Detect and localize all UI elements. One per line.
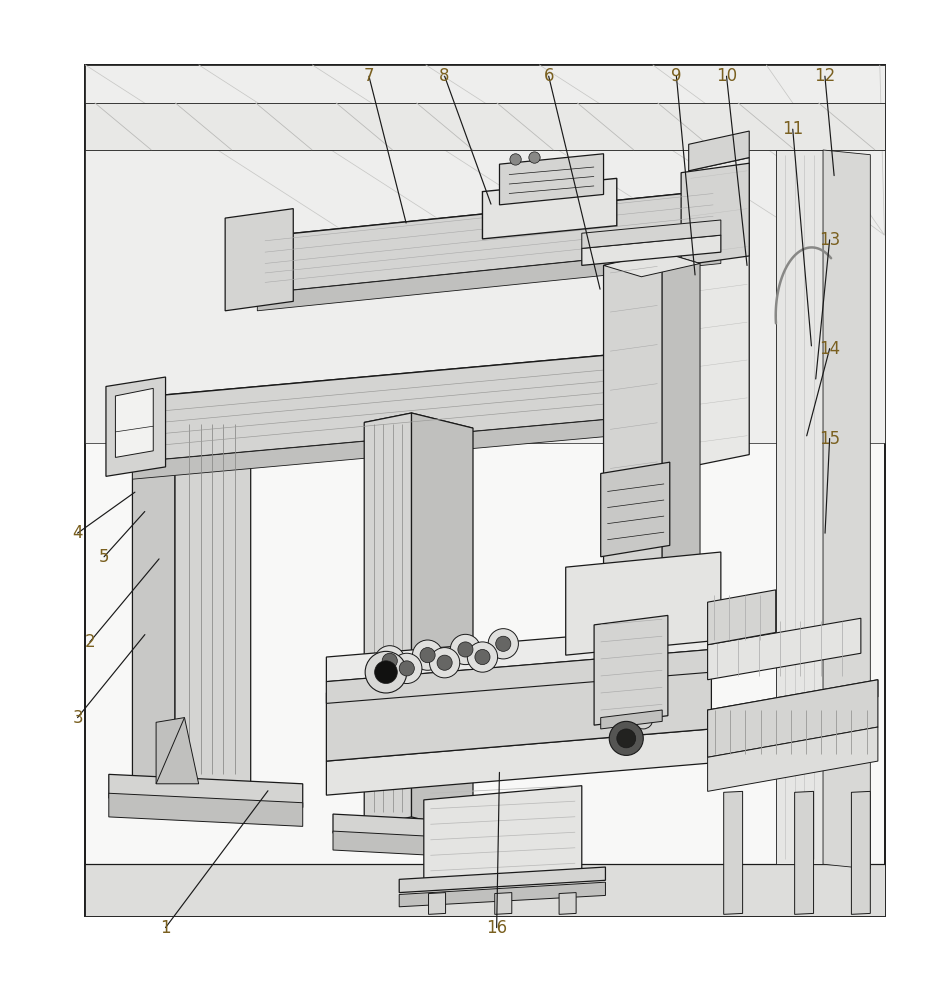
Circle shape <box>392 653 422 684</box>
Circle shape <box>510 154 521 165</box>
Polygon shape <box>412 413 473 833</box>
Polygon shape <box>681 163 749 265</box>
Circle shape <box>617 729 636 748</box>
Text: 10: 10 <box>716 67 737 85</box>
Text: 13: 13 <box>819 231 840 249</box>
Circle shape <box>475 649 490 665</box>
Circle shape <box>458 642 473 657</box>
Polygon shape <box>364 413 473 438</box>
Circle shape <box>429 648 460 678</box>
Polygon shape <box>724 791 743 914</box>
Polygon shape <box>708 590 776 645</box>
Circle shape <box>529 152 540 163</box>
Polygon shape <box>604 252 700 277</box>
Polygon shape <box>326 649 711 703</box>
Text: 12: 12 <box>815 67 835 85</box>
Circle shape <box>609 721 643 755</box>
Polygon shape <box>132 351 657 462</box>
Polygon shape <box>109 793 303 826</box>
Polygon shape <box>364 413 412 826</box>
Circle shape <box>382 653 397 668</box>
Circle shape <box>375 661 397 684</box>
Polygon shape <box>333 814 511 842</box>
Polygon shape <box>115 388 153 457</box>
Polygon shape <box>326 625 711 682</box>
Polygon shape <box>823 150 870 869</box>
Text: 5: 5 <box>98 548 110 566</box>
Polygon shape <box>326 729 711 795</box>
Circle shape <box>437 655 452 670</box>
Polygon shape <box>582 220 721 248</box>
Text: 1: 1 <box>160 919 171 937</box>
Circle shape <box>399 661 414 676</box>
Polygon shape <box>399 882 605 907</box>
Polygon shape <box>851 791 870 914</box>
Polygon shape <box>776 150 823 864</box>
Polygon shape <box>85 65 885 916</box>
Polygon shape <box>326 649 711 693</box>
Circle shape <box>375 646 405 676</box>
Polygon shape <box>85 864 885 916</box>
Polygon shape <box>708 680 878 727</box>
Polygon shape <box>257 190 721 294</box>
Polygon shape <box>499 154 604 205</box>
Text: 14: 14 <box>819 340 840 358</box>
Polygon shape <box>495 893 512 914</box>
Polygon shape <box>106 377 166 476</box>
Text: 4: 4 <box>72 524 83 542</box>
Circle shape <box>488 629 518 659</box>
Polygon shape <box>333 831 511 859</box>
Polygon shape <box>132 410 175 789</box>
Text: 15: 15 <box>819 430 840 448</box>
Polygon shape <box>399 867 605 893</box>
Circle shape <box>420 648 435 663</box>
Polygon shape <box>566 552 721 655</box>
Text: 9: 9 <box>671 67 682 85</box>
Circle shape <box>496 636 511 651</box>
Polygon shape <box>132 415 657 479</box>
Polygon shape <box>582 235 721 265</box>
Polygon shape <box>482 178 617 239</box>
Polygon shape <box>85 65 885 443</box>
Polygon shape <box>257 246 721 311</box>
Polygon shape <box>795 791 814 914</box>
Text: 7: 7 <box>363 67 375 85</box>
Polygon shape <box>601 462 670 557</box>
Text: 3: 3 <box>72 709 83 727</box>
Polygon shape <box>594 615 668 725</box>
Circle shape <box>365 651 407 693</box>
Polygon shape <box>662 252 700 647</box>
Polygon shape <box>429 893 446 914</box>
Polygon shape <box>708 680 878 757</box>
Text: 2: 2 <box>84 633 96 651</box>
Circle shape <box>412 640 443 670</box>
Circle shape <box>467 642 498 672</box>
Polygon shape <box>257 190 721 256</box>
Text: 16: 16 <box>486 919 507 937</box>
Polygon shape <box>424 786 582 888</box>
Polygon shape <box>689 158 749 467</box>
Polygon shape <box>132 410 251 429</box>
Polygon shape <box>326 661 711 761</box>
Polygon shape <box>708 727 878 791</box>
Polygon shape <box>156 718 199 784</box>
Polygon shape <box>225 209 293 311</box>
Polygon shape <box>601 710 662 729</box>
Polygon shape <box>175 410 251 789</box>
Text: 11: 11 <box>782 120 803 138</box>
Circle shape <box>450 634 481 665</box>
Polygon shape <box>689 131 749 171</box>
Polygon shape <box>604 252 662 647</box>
Polygon shape <box>109 774 303 807</box>
Text: 8: 8 <box>439 67 450 85</box>
Polygon shape <box>85 103 885 150</box>
Polygon shape <box>132 351 657 420</box>
Polygon shape <box>708 618 861 680</box>
Text: 6: 6 <box>543 67 554 85</box>
Polygon shape <box>559 893 576 914</box>
